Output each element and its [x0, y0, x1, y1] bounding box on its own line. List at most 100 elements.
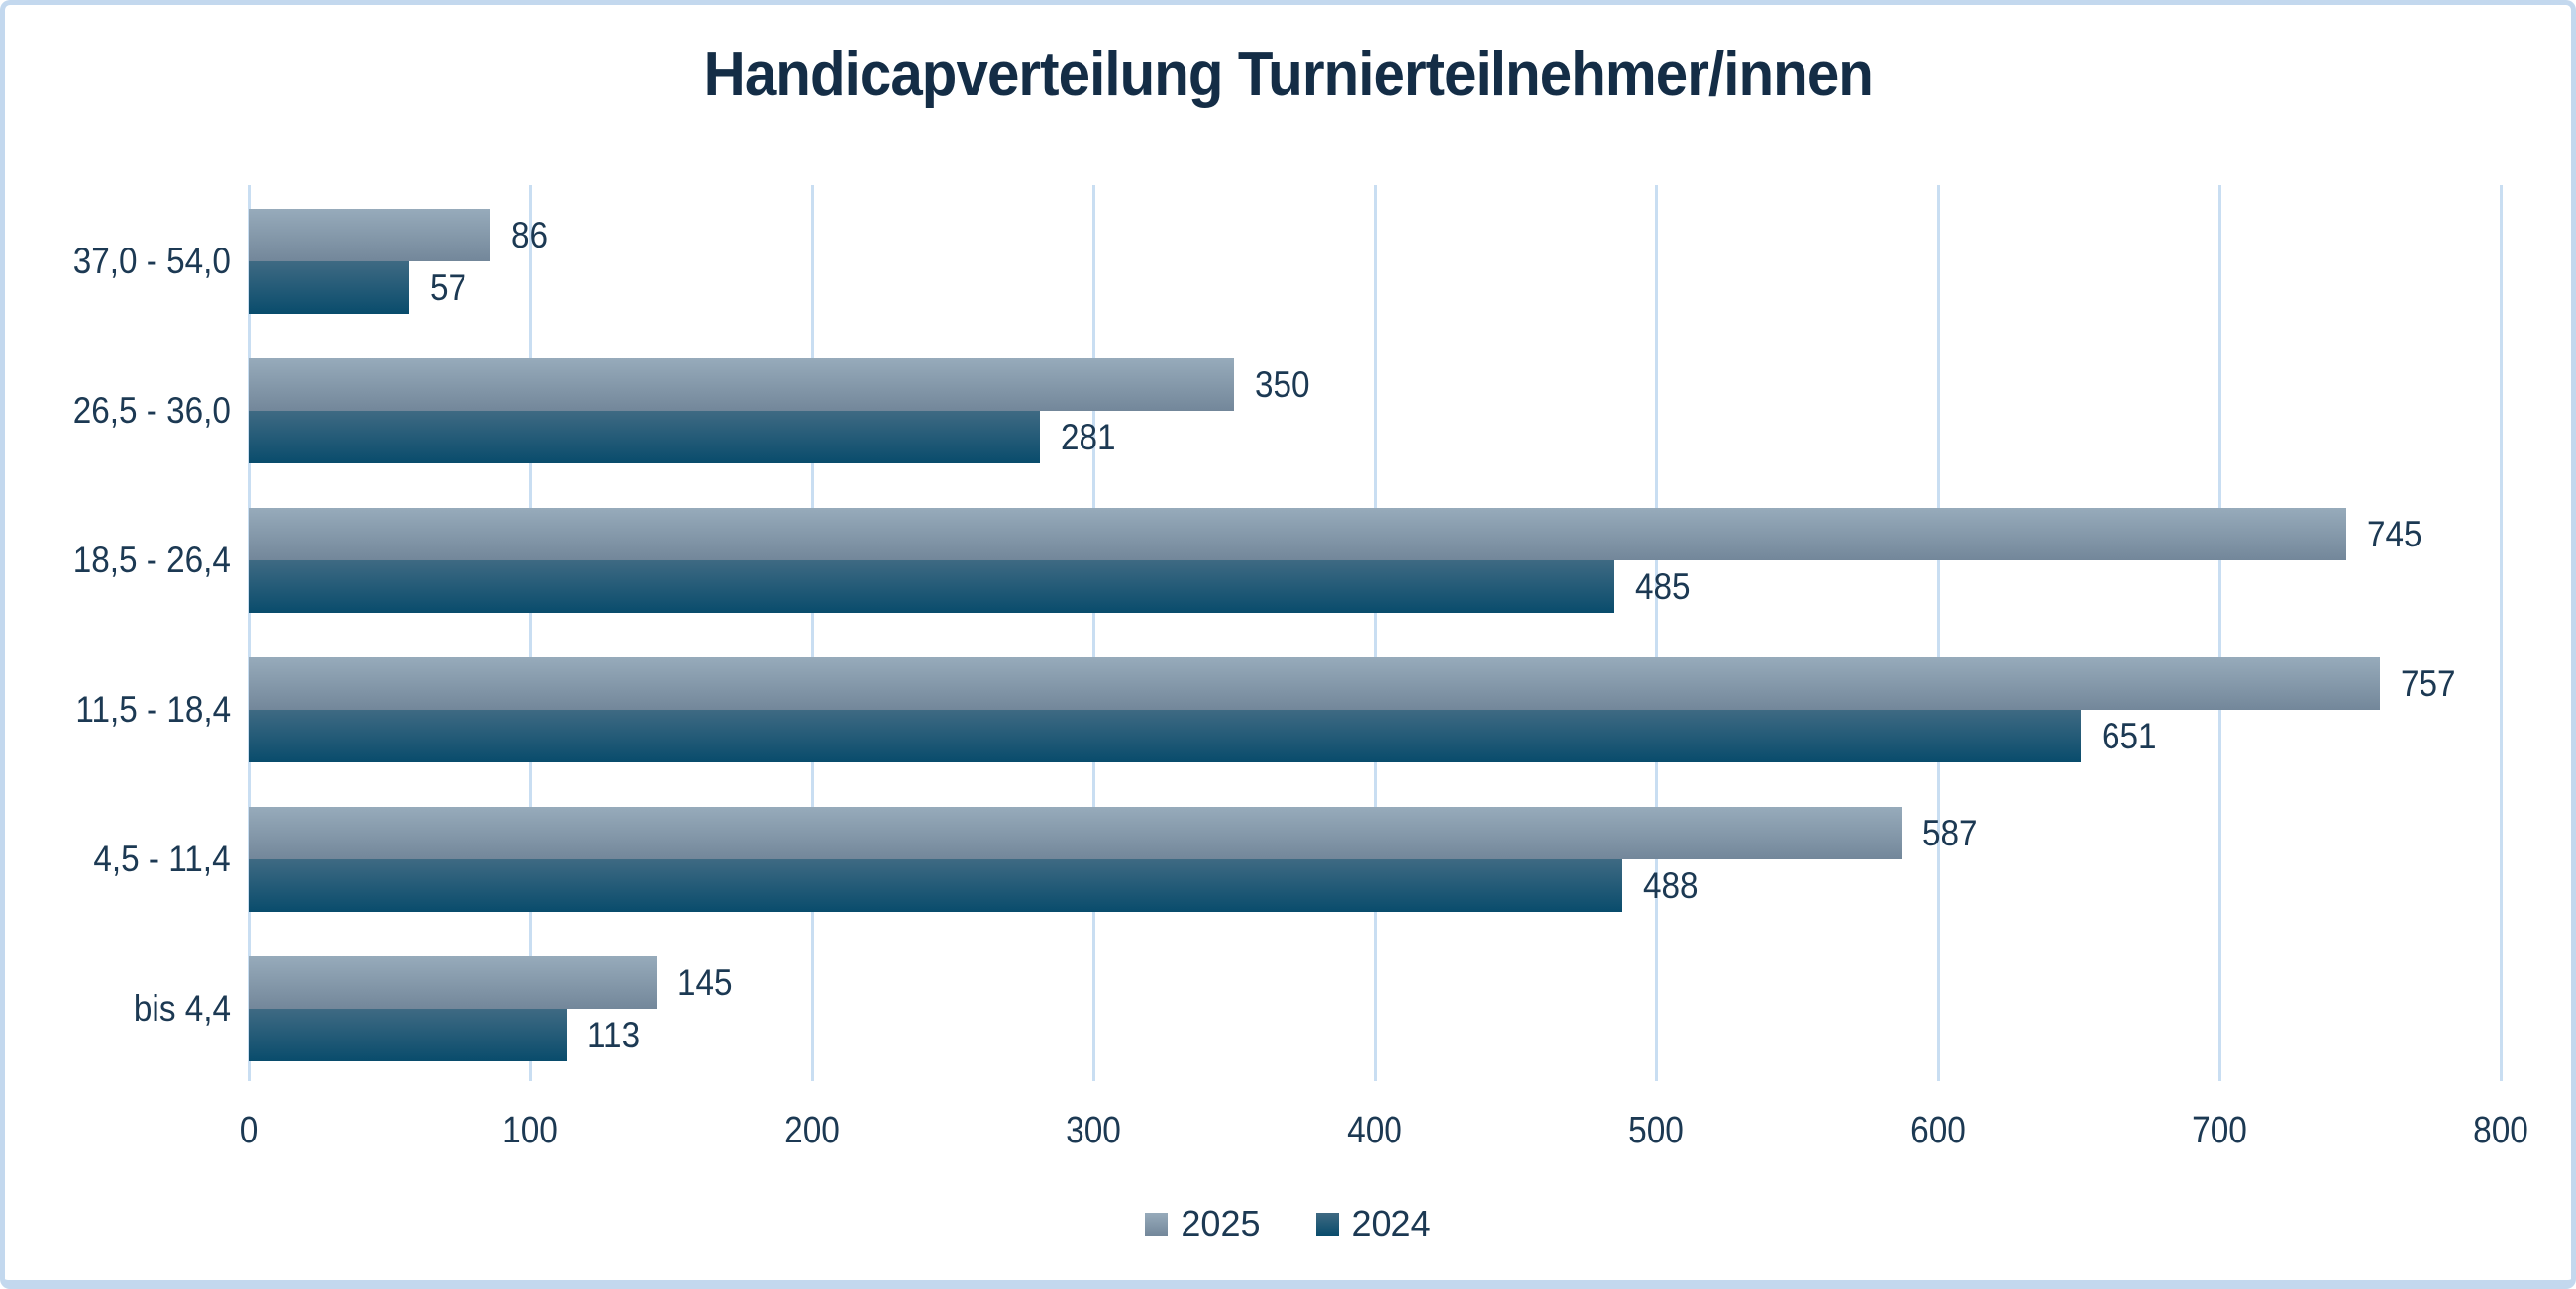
- gridline: [248, 185, 251, 1081]
- x-axis-tick-label: 800: [2469, 1110, 2531, 1152]
- bar-2025: [249, 358, 1234, 411]
- bar-value-label: 651: [2102, 716, 2163, 757]
- bar-value-label: 488: [1643, 865, 1704, 907]
- category-axis: 37,0 - 54,0 26,5 - 36,0 18,5 - 26,4 11,5 - …: [5, 209, 231, 1061]
- gridline: [810, 185, 814, 1081]
- x-axis: 0 100 200 300 400 500 600 700 800: [240, 1110, 2528, 1157]
- category-label-text: 11,5 - 18,4: [75, 689, 231, 730]
- bar-value-label-text: 145: [677, 961, 733, 1003]
- bar-2024: [249, 560, 1614, 613]
- x-axis-tick-label: 0: [238, 1110, 258, 1152]
- bar-2025: [249, 807, 1902, 859]
- category-label-text: 4,5 - 11,4: [93, 839, 231, 879]
- legend-item-2025: 2025: [1145, 1203, 1261, 1244]
- x-axis-tick-label: 200: [780, 1110, 843, 1152]
- bar-value-label-text: 651: [2102, 715, 2158, 756]
- bar-value-label-text: 488: [1643, 864, 1699, 906]
- category-label: 26,5 - 36,0: [5, 358, 231, 463]
- x-axis-tick-label-text: 800: [2473, 1110, 2528, 1151]
- bar-row: 587 488: [249, 807, 2501, 912]
- barline-2025: 350: [249, 358, 2501, 411]
- bar-value-label-text: 350: [1254, 363, 1310, 405]
- legend-item-2024: 2024: [1315, 1203, 1431, 1244]
- x-axis-tick-label-text: 0: [239, 1110, 258, 1151]
- bar-value-label: 757: [2401, 663, 2462, 705]
- legend-swatch-2024: [1315, 1212, 1339, 1236]
- x-axis-tick-label-text: 300: [1065, 1110, 1121, 1151]
- bar-2024: [249, 710, 2082, 762]
- category-label: 4,5 - 11,4: [5, 807, 231, 912]
- bar-row: 350 281: [249, 358, 2501, 463]
- barline-2024: 57: [249, 261, 2501, 314]
- x-axis-tick-label-text: 100: [502, 1110, 559, 1151]
- bar-row: 86 57: [249, 209, 2501, 314]
- category-label-text: 26,5 - 36,0: [72, 390, 231, 431]
- x-axis-tick-label: 600: [1906, 1110, 1969, 1152]
- bar-value-label: 350: [1255, 364, 1316, 406]
- category-label-text: bis 4,4: [133, 988, 231, 1029]
- legend-swatch-2025: [1145, 1212, 1169, 1236]
- bar-value-label: 587: [1922, 813, 1984, 854]
- category-label: 37,0 - 54,0: [5, 209, 231, 314]
- bar-value-label: 86: [511, 215, 552, 256]
- bar-value-label-text: 587: [1921, 812, 1978, 853]
- barline-2025: 757: [249, 657, 2501, 710]
- x-axis-tick-label: 300: [1062, 1110, 1124, 1152]
- x-axis-tick-label-text: 600: [1909, 1110, 1966, 1151]
- gridline: [1655, 185, 1659, 1081]
- bar-2024: [249, 261, 410, 314]
- category-label: 11,5 - 18,4: [5, 657, 231, 762]
- barline-2024: 488: [249, 859, 2501, 912]
- bar-2025: [249, 209, 491, 261]
- x-axis-tick-label-text: 400: [1347, 1110, 1402, 1151]
- barline-2025: 145: [249, 956, 2501, 1009]
- chart-title: Handicapverteilung Turnierteilnehmer/inn…: [5, 43, 2571, 107]
- x-axis-tick-label-text: 500: [1628, 1110, 1685, 1151]
- gridline: [529, 185, 533, 1081]
- gridline: [2217, 185, 2221, 1081]
- bar-value-label: 281: [1061, 417, 1122, 458]
- gridline: [2500, 185, 2503, 1081]
- barline-2024: 281: [249, 411, 2501, 463]
- gridline: [1374, 185, 1377, 1081]
- category-label: 18,5 - 26,4: [5, 508, 231, 613]
- barline-2025: 587: [249, 807, 2501, 859]
- bar-2025: [249, 508, 2346, 560]
- bar-value-label: 57: [430, 267, 470, 309]
- bar-2025: [249, 956, 658, 1009]
- bar-row: 745 485: [249, 508, 2501, 613]
- bar-value-label: 485: [1635, 566, 1697, 608]
- x-axis-tick-label-text: 700: [2191, 1110, 2247, 1151]
- chart-title-text: Handicapverteilung Turnierteilnehmer/inn…: [703, 41, 1873, 109]
- bar-2024: [249, 411, 1040, 463]
- legend-label-2024: 2024: [1351, 1203, 1431, 1243]
- bar-value-label-text: 485: [1634, 565, 1691, 607]
- gridline: [1936, 185, 1940, 1081]
- bar-value-label-text: 281: [1060, 416, 1116, 457]
- bar-rows: 86 57 350 281 745 485 757 651 587 488 145 113: [249, 209, 2501, 1061]
- barline-2024: 485: [249, 560, 2501, 613]
- bar-value-label-text: 86: [511, 214, 549, 255]
- legend: 2025 2024: [5, 1203, 2571, 1244]
- bar-2025: [249, 657, 2380, 710]
- plot-area: 86 57 350 281 745 485 757 651 587 488 145 113: [248, 185, 2503, 1081]
- category-label-text: 18,5 - 26,4: [72, 540, 231, 580]
- bar-row: 757 651: [249, 657, 2501, 762]
- bar-2024: [249, 1009, 567, 1061]
- bar-value-label-text: 57: [430, 266, 467, 308]
- x-axis-tick-label-text: 200: [783, 1110, 840, 1151]
- x-axis-tick-label: 400: [1343, 1110, 1405, 1152]
- bar-value-label-text: 745: [2366, 513, 2422, 554]
- legend-label-2025: 2025: [1181, 1203, 1261, 1243]
- category-label-text: 37,0 - 54,0: [72, 241, 231, 281]
- category-label: bis 4,4: [5, 956, 231, 1061]
- bar-value-label: 145: [677, 962, 739, 1004]
- x-axis-tick-label: 100: [499, 1110, 562, 1152]
- barline-2025: 86: [249, 209, 2501, 261]
- gridline: [1091, 185, 1095, 1081]
- x-axis-tick-label: 700: [2188, 1110, 2250, 1152]
- barline-2024: 113: [249, 1009, 2501, 1061]
- bar-value-label: 745: [2367, 514, 2428, 555]
- barline-2025: 745: [249, 508, 2501, 560]
